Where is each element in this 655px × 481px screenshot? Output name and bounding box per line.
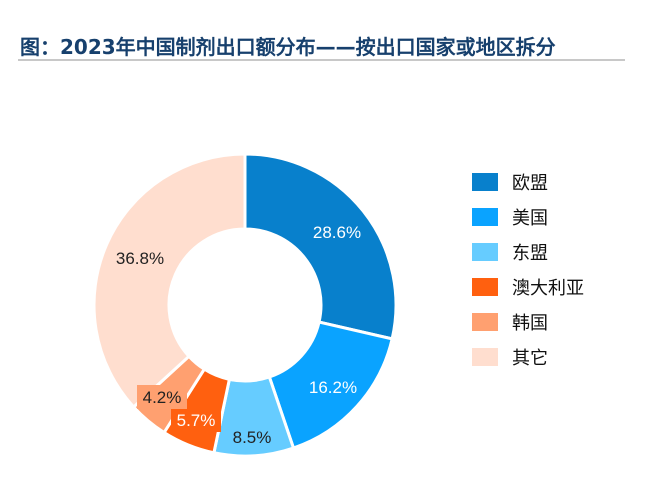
legend-label: 东盟 — [512, 242, 548, 264]
legend-swatch — [472, 312, 498, 331]
data-label: 36.8% — [116, 249, 164, 268]
legend-label: 澳大利亚 — [512, 277, 584, 299]
data-label: 5.7% — [177, 411, 216, 430]
legend-item: 东盟 — [472, 234, 584, 269]
legend-label: 欧盟 — [512, 172, 548, 194]
legend: 欧盟美国东盟澳大利亚韩国其它 — [472, 164, 584, 374]
legend-item: 欧盟 — [472, 164, 584, 199]
legend-item: 美国 — [472, 199, 584, 234]
legend-item: 澳大利亚 — [472, 269, 584, 304]
data-label: 8.5% — [233, 428, 272, 447]
legend-swatch — [472, 242, 498, 261]
legend-label: 其它 — [512, 347, 548, 369]
legend-swatch — [472, 347, 498, 366]
slice-5 — [92, 152, 247, 410]
legend-swatch — [472, 172, 498, 191]
legend-item: 其它 — [472, 339, 584, 374]
data-label: 4.2% — [143, 388, 182, 407]
legend-label: 美国 — [512, 207, 548, 229]
legend-swatch — [472, 207, 498, 226]
title-divider — [18, 59, 625, 61]
legend-label: 韩国 — [512, 312, 548, 334]
data-label: 28.6% — [313, 223, 361, 242]
data-label: 16.2% — [309, 378, 357, 397]
slice-0 — [243, 152, 398, 341]
legend-item: 韩国 — [472, 304, 584, 339]
data-label-bg — [137, 385, 187, 409]
slice-1 — [267, 320, 394, 450]
data-label-bg — [171, 408, 221, 432]
chart-title: 图：2023年中国制剂出口额分布——按出口国家或地区拆分 — [20, 35, 556, 59]
legend-swatch — [472, 277, 498, 296]
